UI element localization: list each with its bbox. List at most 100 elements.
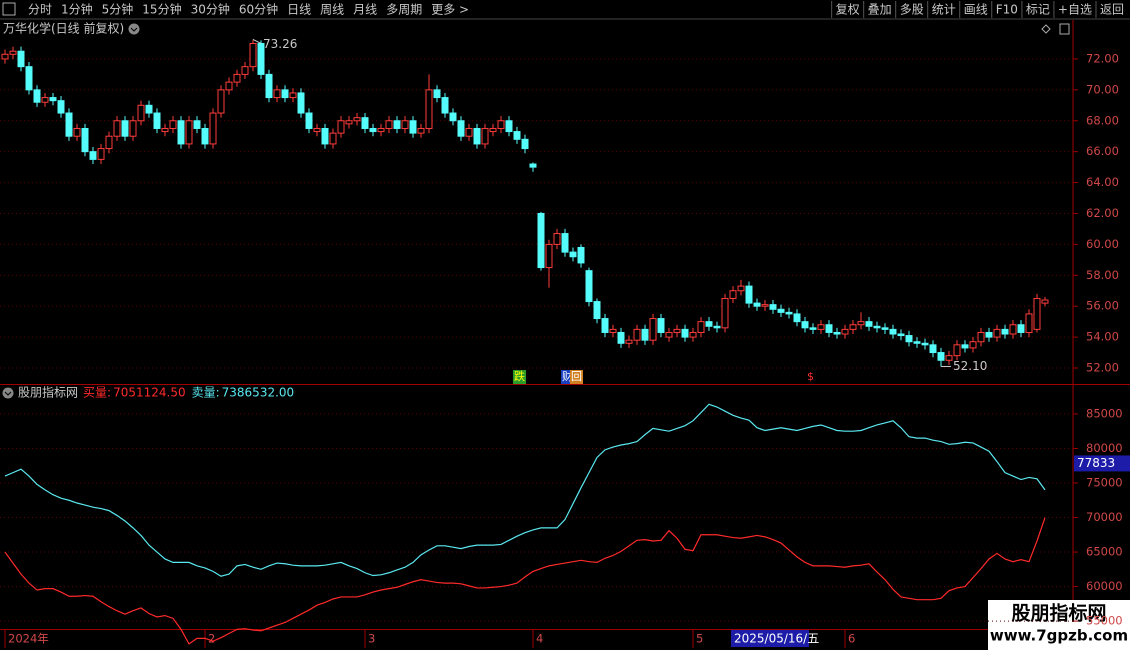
legend-readout: 7386532.00: [222, 386, 295, 400]
toolbar-item[interactable]: 15分钟: [142, 2, 181, 17]
event-marker[interactable]: 跌: [514, 369, 525, 383]
toolbar-button[interactable]: 叠加: [868, 3, 892, 17]
candle-body: [281, 89, 289, 99]
toolbar-item[interactable]: 1分钟: [61, 2, 93, 17]
candle-body: [601, 318, 609, 333]
toolbar-item[interactable]: 30分钟: [191, 2, 230, 17]
candle-body: [825, 324, 833, 333]
candle-body: [593, 301, 601, 320]
candle-body: [697, 321, 705, 333]
toolbar-item[interactable]: 60分钟: [239, 2, 278, 17]
min-label: 52.10: [953, 359, 987, 373]
toolbar-item[interactable]: 日线: [287, 3, 311, 17]
candle-body: [465, 127, 473, 137]
candle-body: [473, 127, 481, 145]
candle-body: [881, 327, 889, 330]
event-marker[interactable]: $: [807, 370, 814, 383]
candle-body: [721, 297, 729, 329]
candle-body: [945, 355, 953, 361]
candle-body: [33, 89, 41, 103]
toolbar-button[interactable]: 画线: [964, 3, 988, 17]
toolbar-item[interactable]: 分时: [28, 3, 52, 17]
candle-body: [409, 120, 417, 134]
toolbar-button[interactable]: +自选: [1058, 3, 1092, 17]
toolbar-item[interactable]: 多周期: [386, 3, 422, 17]
candle-body: [481, 127, 489, 145]
x-tick-label: 5: [696, 632, 703, 646]
candle-body: [441, 97, 449, 114]
candle-body: [617, 331, 625, 344]
toolbar-button[interactable]: 标记: [1026, 3, 1050, 17]
watermark-url: www.7gpzb.com: [990, 627, 1128, 645]
candle-body: [1025, 313, 1033, 333]
candle-body: [113, 120, 121, 137]
candle-body: [57, 100, 65, 114]
y-tick-label: 56.00: [1086, 299, 1119, 313]
candle-body: [1017, 324, 1025, 333]
candle-body: [1, 53, 9, 60]
candle-body: [25, 66, 33, 91]
toolbar-item[interactable]: 周线: [320, 3, 344, 17]
toolbar-button[interactable]: 返回: [1100, 3, 1124, 17]
candle-body: [1001, 328, 1009, 335]
candle-body: [193, 120, 201, 129]
candle-body: [641, 328, 649, 341]
candle-body: [777, 308, 785, 313]
y-tick-label: 64.00: [1086, 175, 1119, 189]
candle-body: [785, 311, 793, 315]
y-tick-label: 72.00: [1086, 51, 1119, 65]
menu-icon[interactable]: [2, 2, 16, 16]
y-tick-label: 62.00: [1086, 206, 1119, 220]
toolbar-button[interactable]: 复权: [836, 3, 860, 17]
toolbar-button[interactable]: 统计: [932, 3, 956, 17]
candle-body: [449, 112, 457, 122]
candle-body: [889, 328, 897, 335]
toolbar-item[interactable]: 月线: [353, 3, 377, 17]
candle-body: [745, 285, 753, 304]
candle-body: [265, 73, 273, 99]
candle-body: [817, 324, 825, 330]
candle-body: [921, 342, 929, 346]
legend-readout: 7051124.50: [113, 386, 186, 400]
toolbar-item[interactable]: 5分钟: [102, 2, 134, 17]
y-tick-label: 55000: [1086, 614, 1123, 628]
candle-body: [713, 325, 721, 329]
candle-body: [865, 321, 873, 327]
y-tick-label: 58.00: [1086, 268, 1119, 282]
candle-body: [857, 321, 865, 326]
candle-body: [457, 120, 465, 137]
candle-body: [849, 324, 857, 330]
candle-body: [689, 331, 697, 338]
candle-body: [49, 97, 57, 102]
candle-body: [1009, 324, 1017, 335]
candle-body: [937, 352, 945, 361]
indicator-dropdown[interactable]: [2, 387, 14, 399]
candle-body: [185, 120, 193, 145]
y-tick-label: 65000: [1086, 545, 1123, 559]
candle-body: [585, 270, 593, 303]
candle-body: [737, 285, 745, 292]
toolbar-button[interactable]: 多股: [900, 3, 924, 17]
candle-body: [657, 318, 665, 333]
cursor-date-box: [731, 630, 809, 647]
candle-body: [137, 104, 145, 122]
candle-body: [289, 92, 297, 99]
dropdown-icon[interactable]: [128, 23, 140, 35]
candle-body: [929, 344, 937, 354]
y-tick-label: 80000: [1086, 441, 1123, 455]
event-marker[interactable]: 回: [571, 370, 582, 383]
dropdown-arrow: [4, 391, 12, 396]
diamond-icon[interactable]: [1041, 24, 1051, 34]
toolbar-item[interactable]: 更多 >: [431, 3, 469, 17]
candle-body: [105, 135, 113, 150]
candle-body: [305, 112, 313, 129]
event-marker[interactable]: 财: [562, 369, 573, 383]
legend-name: 买量:: [83, 386, 111, 400]
candle-body: [337, 120, 345, 134]
candle-body: [73, 127, 81, 137]
toolbar-button[interactable]: F10: [996, 3, 1018, 17]
candle-body: [217, 89, 225, 114]
window-icon[interactable]: [1059, 23, 1070, 35]
y-tick-label: 70.00: [1086, 82, 1119, 96]
candle-body: [353, 117, 361, 122]
